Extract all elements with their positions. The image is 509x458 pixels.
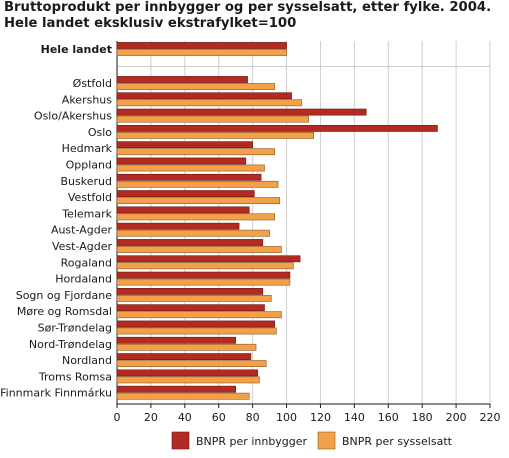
category-label: Sør-Trøndelag [38,322,112,335]
bar-per-innbygger [116,255,301,263]
bar-per-innbygger [116,304,265,312]
bar-per-sysselsatt [116,115,309,123]
category-label: Vest-Agder [52,240,112,253]
category-label: Østfold [73,77,112,90]
x-tick-label: 40 [178,411,192,424]
bar-per-sysselsatt [116,148,275,156]
bar-per-innbygger [116,369,259,377]
category-label: Hedmark [62,142,113,155]
category-label: Møre og Romsdal [17,305,112,318]
category-label: Oslo/Akershus [34,110,112,123]
bar-per-innbygger [116,92,292,100]
bar-per-innbygger [116,239,264,246]
bar-per-innbygger [116,336,236,344]
x-tick-label: 200 [446,411,467,424]
x-tick-label: 0 [114,411,121,424]
category-label: Hele landet [41,43,112,56]
x-tick-label: 60 [212,411,226,424]
bar-per-sysselsatt [116,392,250,400]
bar-per-innbygger [116,157,247,165]
x-tick-label: 80 [246,411,260,424]
bar-per-innbygger [116,222,240,230]
bar-per-sysselsatt [116,229,270,237]
bar-per-sysselsatt [116,213,275,221]
legend-swatch [317,431,336,450]
bar-per-sysselsatt [116,327,277,335]
category-label: Hordaland [55,273,112,286]
x-tick-label: 160 [378,411,399,424]
bar-per-sysselsatt [116,197,281,204]
category-label: Vestfold [68,191,112,204]
legend-label: BNPR per innbygger [196,435,308,448]
bar-per-sysselsatt [116,343,257,351]
bar-per-innbygger [116,320,275,328]
bar-per-sysselsatt [116,246,282,253]
category-label: Finnmark Finnmárku [0,387,112,400]
bar-per-innbygger [116,141,253,149]
legend-swatch [171,431,190,450]
bar-per-innbygger [116,125,438,132]
x-tick-label: 100 [276,411,297,424]
bar-per-innbygger [116,271,291,279]
category-label: Buskerud [61,175,112,188]
bar-per-sysselsatt [116,311,282,319]
bar-per-sysselsatt [116,294,272,302]
bar-per-sysselsatt [116,360,267,367]
category-label: Nord-Trøndelag [29,338,112,351]
bar-per-sysselsatt [116,83,275,90]
category-label: Oppland [66,159,112,172]
bar-per-innbygger [116,76,248,83]
bar-per-sysselsatt [116,99,303,107]
category-label: Oslo [88,126,112,139]
bar-per-sysselsatt [116,132,314,139]
bar-per-innbygger [116,108,367,116]
bar-per-innbygger [116,385,236,393]
category-label: Telemark [61,207,112,220]
category-label: Akershus [62,93,112,106]
bar-per-innbygger [116,353,252,360]
category-label: Sogn og Fjordane [16,289,113,302]
x-tick-labels: 0 20 40 60 80 100 120 140 160 180 200 220 [114,411,501,424]
x-tick-label: 220 [480,411,501,424]
category-label: Troms Romsa [38,370,112,383]
bar-per-innbygger [116,206,250,214]
bar-per-sysselsatt [116,164,265,172]
bar-per-sysselsatt [116,49,287,56]
x-tick-label: 20 [144,411,158,424]
bar-per-innbygger [116,173,262,181]
bar-per-sysselsatt [116,278,291,286]
category-label: Rogaland [61,256,112,269]
chart-title: Bruttoprodukt per innbygger og per sysse… [4,0,492,31]
bar-per-sysselsatt [116,376,260,384]
x-tick-label: 180 [412,411,433,424]
bar-per-innbygger [116,190,255,197]
bar-per-innbygger [116,287,264,295]
legend: BNPR per innbygger BNPR per sysselsatt [171,431,453,450]
bar-per-sysselsatt [116,180,279,188]
category-label: Nordland [62,354,112,367]
bar-per-innbygger [116,42,287,49]
bar-per-sysselsatt [116,262,294,270]
category-label: Aust-Agder [51,224,113,237]
legend-label: BNPR per sysselsatt [342,435,453,448]
x-tick-label: 140 [344,411,365,424]
bars [116,42,438,400]
category-labels: Hele landet Østfold Akershus Oslo/Akershus O… [0,43,113,400]
x-tick-label: 120 [310,411,331,424]
